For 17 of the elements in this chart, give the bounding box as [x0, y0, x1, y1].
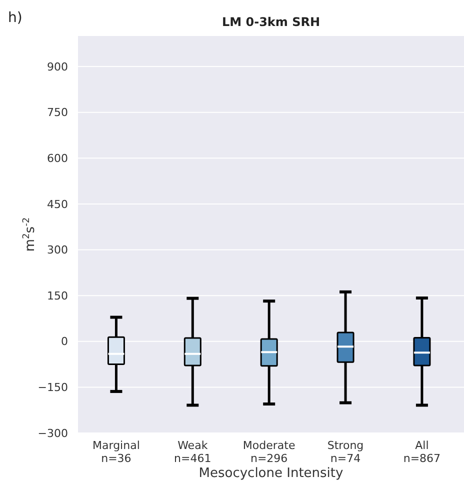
- y-tick-label: 0: [61, 335, 68, 348]
- y-tick-label: 300: [47, 244, 68, 257]
- x-axis-title: Mesocyclone Intensity: [198, 466, 344, 481]
- y-tick-label: 900: [47, 60, 68, 74]
- y-tick-label: −150: [38, 381, 68, 394]
- x-tick-label: Weak n=461: [174, 439, 212, 465]
- x-tick-label: Marginal n=36: [92, 439, 140, 465]
- x-tick-label: Moderate n=296: [242, 439, 296, 465]
- y-tick-label: 750: [47, 106, 68, 120]
- y-tick-label: 150: [47, 289, 68, 302]
- y-tick-label: 600: [47, 152, 68, 166]
- y-tick-label: −300: [38, 426, 68, 440]
- x-tick-label: Strong n=74: [327, 439, 364, 465]
- y-tick-label: 450: [47, 198, 68, 211]
- x-tick-label: All n=867: [403, 439, 441, 465]
- chart-title: LM 0-3km SRH: [222, 15, 320, 29]
- text: h): [8, 10, 22, 26]
